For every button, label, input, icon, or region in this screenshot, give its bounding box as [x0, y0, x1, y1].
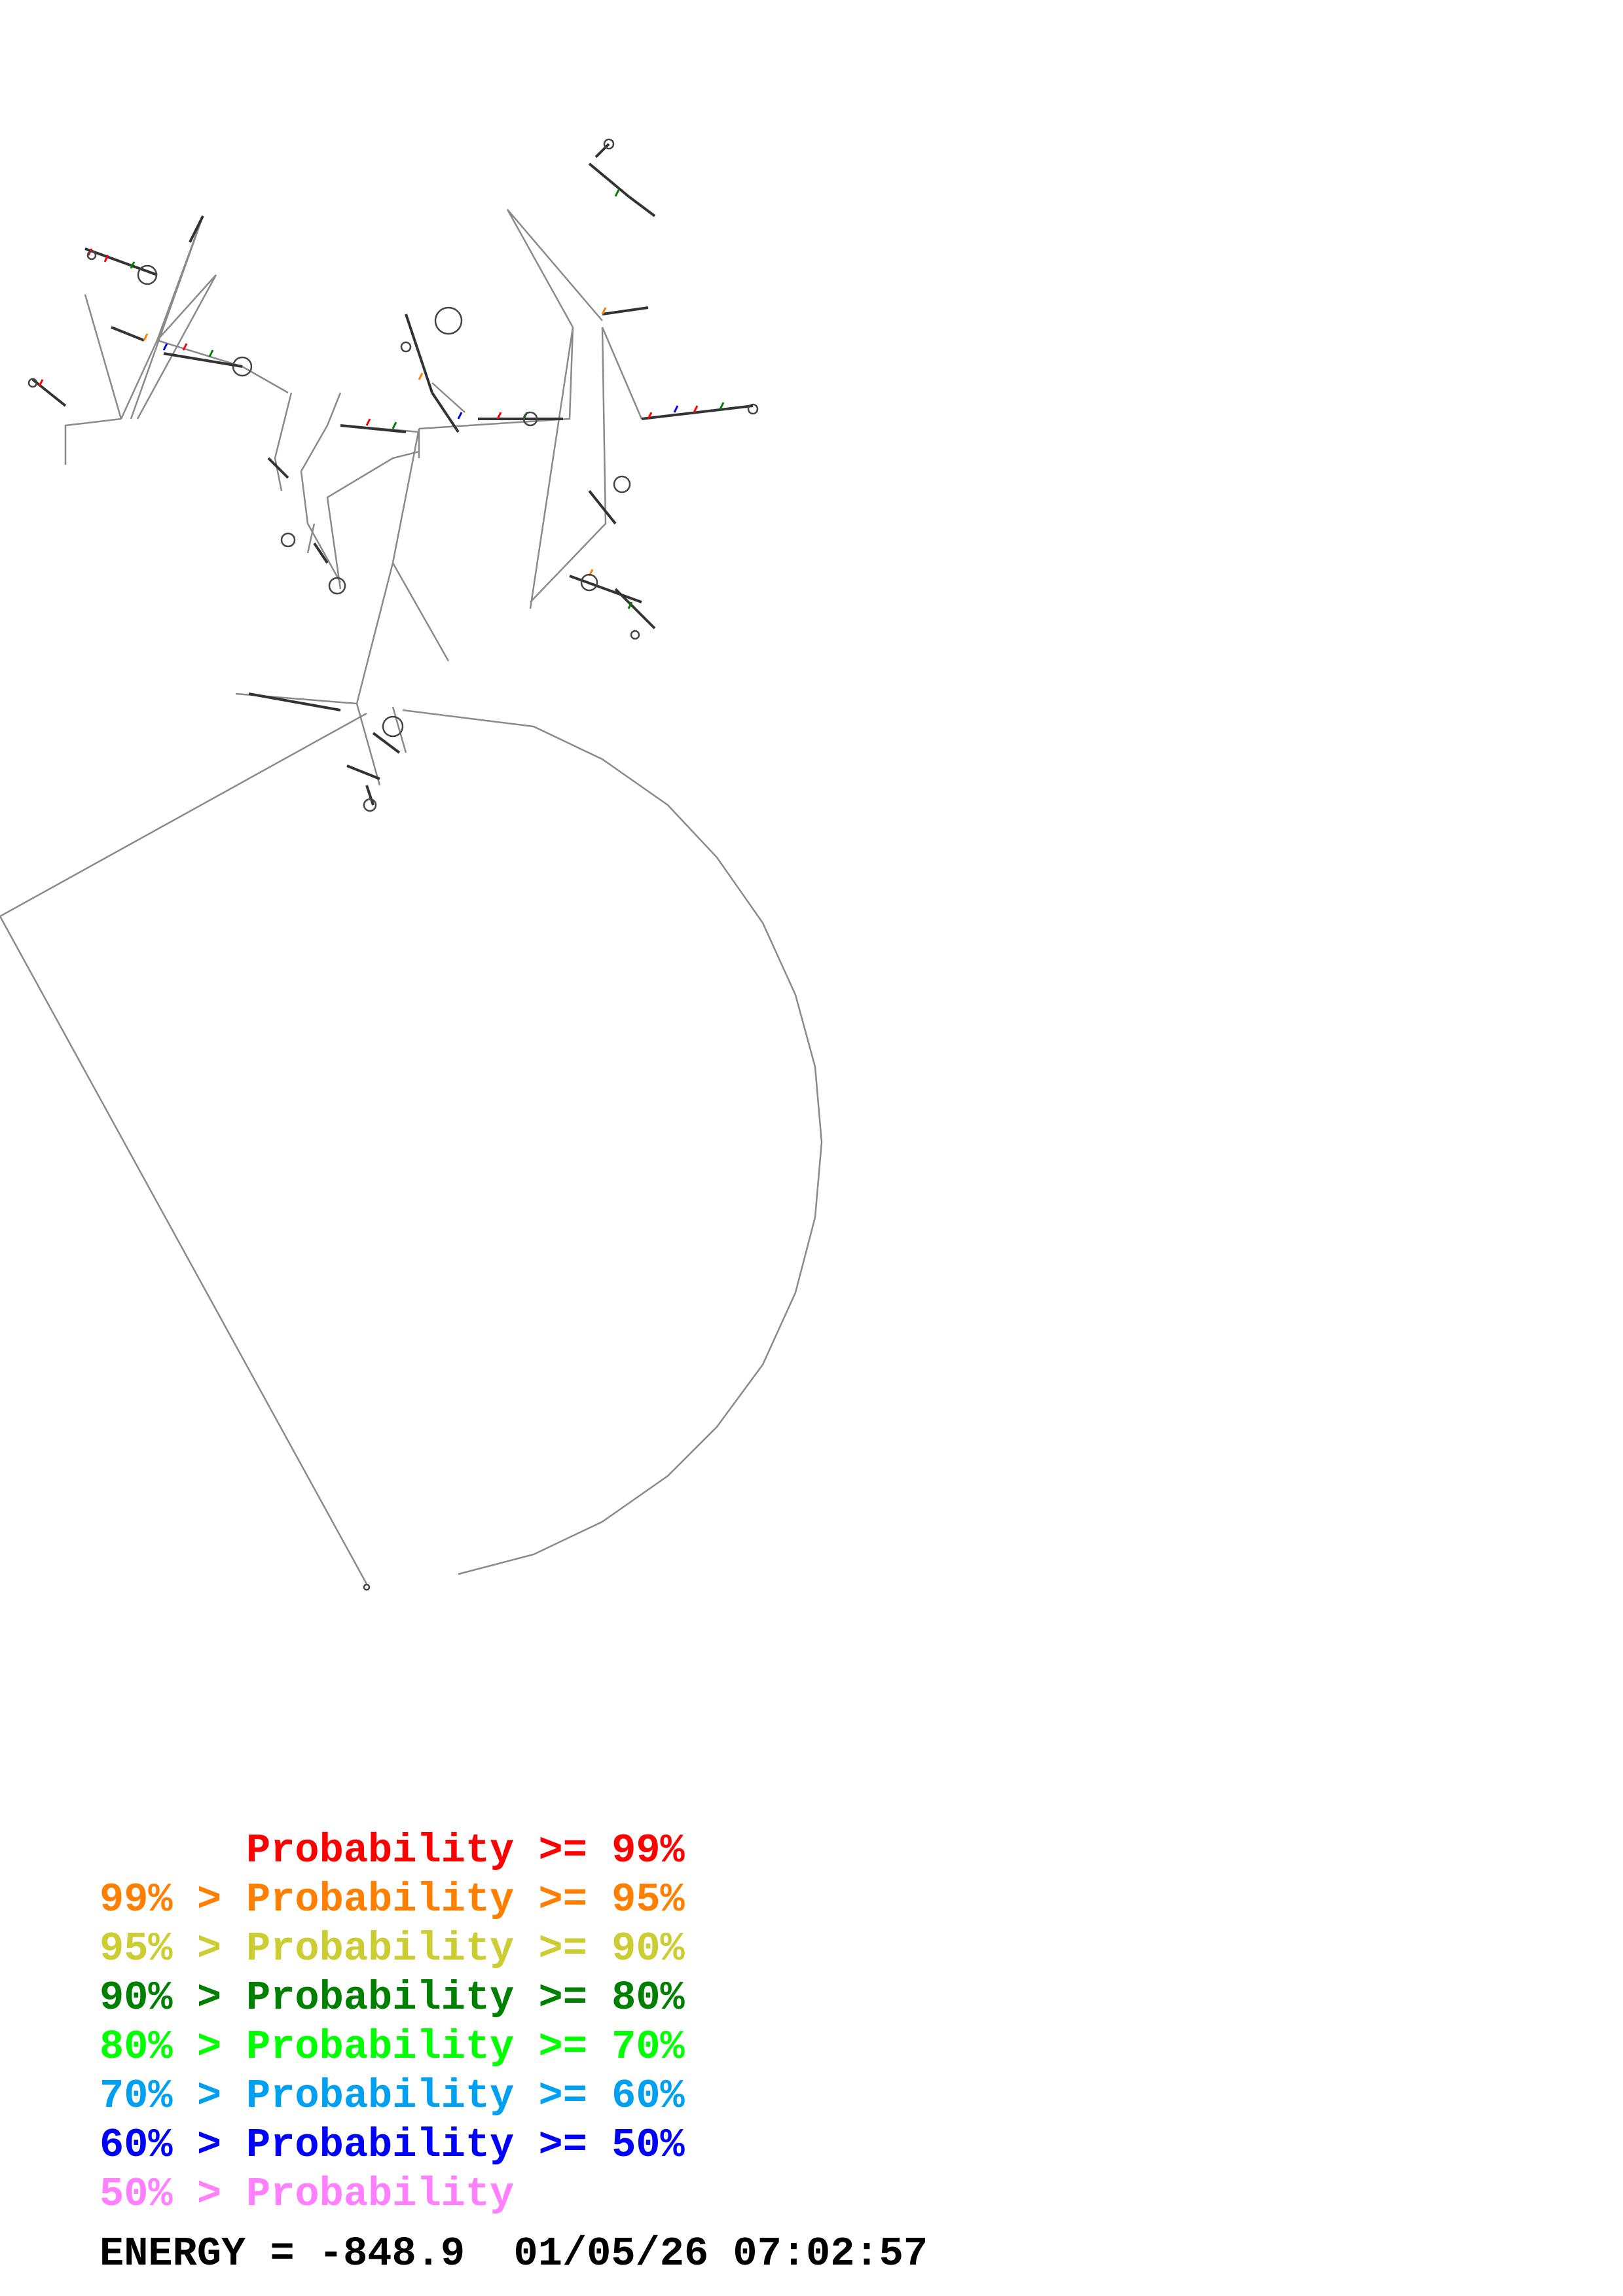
- legend-suffix: >= 95%: [538, 1876, 685, 1923]
- outer-arc: [402, 709, 823, 1575]
- base-pair-ticks: [38, 189, 725, 609]
- legend-row: 90% > Probability >= 80%: [100, 1973, 885, 2022]
- legend-label: Probability: [246, 1975, 515, 2021]
- legend-prefix: 95% >: [100, 1926, 222, 1972]
- legend-row: 70% > Probability >= 60%: [100, 2072, 885, 2121]
- legend-label: Probability: [246, 2171, 515, 2217]
- footer-date: 01/05/26: [513, 2231, 709, 2277]
- legend-row: 95% > Probability >= 90%: [100, 1924, 885, 1973]
- legend-row: 80% > Probability >= 70%: [100, 2022, 885, 2072]
- legend-label: Probability: [246, 1876, 515, 1923]
- legend-prefix: 90% >: [100, 1975, 222, 2021]
- legend-prefix: 99% >: [100, 1876, 222, 1923]
- structure-svg: [0, 138, 823, 1591]
- backbone-lines: [0, 209, 823, 1585]
- helix-stems: [31, 143, 754, 806]
- legend-label: Probability: [246, 1827, 515, 1874]
- legend-row: 99% > Probability >= 95%: [100, 1875, 885, 1924]
- legend-row: 50% > Probability: [100, 2170, 885, 2219]
- legend-row: 60% > Probability >= 50%: [100, 2121, 885, 2170]
- legend-prefix: 70% >: [100, 2073, 222, 2119]
- central-trunk: [356, 562, 394, 704]
- legend-suffix: >= 60%: [538, 2073, 685, 2119]
- energy-value: -848.9: [318, 2231, 465, 2277]
- legend-suffix: >= 70%: [538, 2024, 685, 2070]
- loops: [27, 138, 759, 1591]
- footer-time: 07:02:57: [733, 2231, 928, 2277]
- left-diagonal: [0, 712, 368, 1585]
- legend-suffix: >= 80%: [538, 1975, 685, 2021]
- legend-label: Probability: [246, 2024, 515, 2070]
- legend-prefix: 60% >: [100, 2122, 222, 2168]
- legend-label: Probability: [246, 2122, 515, 2168]
- energy-label: ENERGY =: [100, 2231, 319, 2277]
- legend-label: Probability: [246, 2073, 515, 2119]
- legend-suffix: >= 99%: [538, 1827, 685, 1874]
- legend-suffix: >= 90%: [538, 1926, 685, 1972]
- rna-structure-diagram: [0, 138, 823, 1591]
- probability-legend: Probability >= 99% 99% > Probability >= 95…: [100, 1826, 885, 2219]
- legend-label: Probability: [246, 1926, 515, 1972]
- legend-suffix: >= 50%: [538, 2122, 685, 2168]
- legend-prefix: 80% >: [100, 2024, 222, 2070]
- legend-prefix: 50% >: [100, 2171, 222, 2217]
- energy-footer: ENERGY = -848.9 01/05/26 07:02:57: [100, 2231, 928, 2277]
- legend-row: Probability >= 99%: [100, 1826, 885, 1875]
